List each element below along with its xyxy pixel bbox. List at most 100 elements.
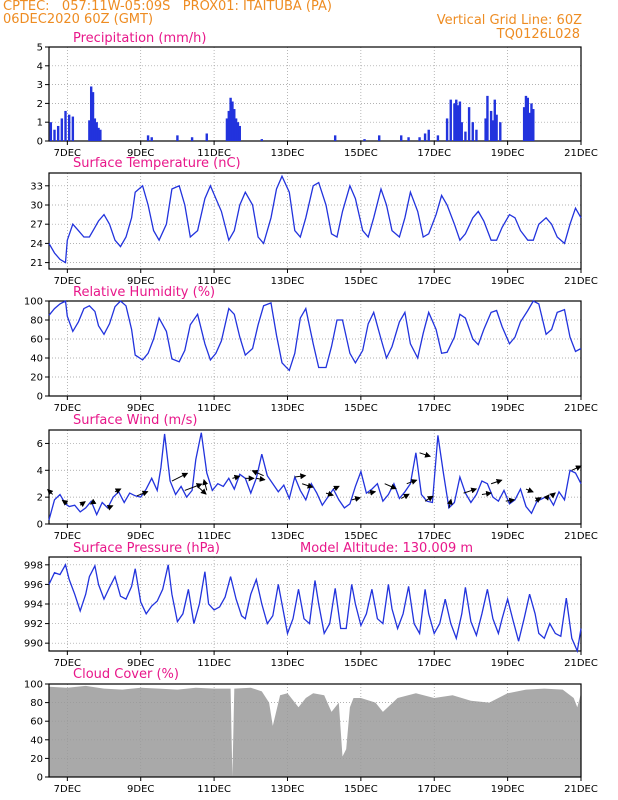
x-tick-label: 21DEC [564,658,598,669]
x-tick-label: 19DEC [491,531,525,542]
pressure-panel-grid [49,557,582,651]
wind-vector-arrow [61,499,69,506]
y-tick-label: 0 [37,392,43,403]
precipitation-panel: 0 1 2 3 4 5 7DEC 9DEC 11DEC 13DEC 15DEC 17DEC 19DEC 2… [37,31,598,159]
temperature-panel-frame [48,172,582,270]
precipitation-bar [231,101,234,141]
wind-vector-arrow [202,478,209,491]
x-tick-label: 11DEC [197,658,231,669]
wind-vector-arrow [400,493,410,500]
header-run-time: 06DEC2020 60Z (GMT) [3,12,154,27]
precipitation-bar [460,122,463,141]
x-tick-label: 19DEC [491,403,525,414]
wind-vector-arrow [351,496,362,502]
y-tick-label: 20 [30,373,43,384]
y-tick-label: 0 [37,773,43,784]
wind-vector-arrow [419,451,432,458]
y-tick-label: 998 [24,560,43,571]
x-tick-label: 13DEC [271,658,305,669]
precipitation-bar [88,120,91,141]
x-tick-label: 21DEC [564,784,598,795]
x-tick-label: 9DEC [127,531,154,542]
wind-vector-arrow [256,475,266,482]
wind-vector-arrow [114,488,122,494]
wind-vector-arrow [106,504,114,511]
x-tick-label: 9DEC [127,658,154,669]
precipitation-bar [97,127,100,141]
x-tick-label: 7DEC [54,658,81,669]
precipitation-bar [418,137,421,141]
precipitation-bar [455,99,458,141]
precipitation-bar [260,139,263,141]
precipitation-bar [56,125,60,141]
temperature-line [48,174,582,264]
y-tick-label: 80 [30,698,43,709]
x-tick-label: 7DEC [54,784,81,795]
y-tick-label: 996 [24,580,43,591]
temperature-panel-title: Surface Temperature (nC) [73,156,241,171]
wind-vector-arrow [184,483,203,491]
precipitation-bar [445,118,449,141]
y-tick-label: 992 [24,619,43,630]
x-tick-label: 11DEC [197,148,231,159]
precipitation-bar [475,129,478,141]
wind-vector-arrow [543,494,550,501]
x-tick-label: 15DEC [344,403,378,414]
precipitation-bar [176,135,179,141]
humidity-panel-title: Relative Humidity (%) [73,285,215,300]
y-tick-label: 60 [30,717,43,728]
y-tick-label: 994 [24,600,43,611]
y-tick-label: 5 [37,43,43,54]
precipitation-bar [150,137,153,141]
precipitation-bar [49,122,53,141]
precipitation-bar [236,122,240,141]
precipitation-bar [89,86,93,141]
precipitation-bar [423,133,427,141]
precipitation-bar [532,109,535,141]
x-tick-label: 11DEC [197,531,231,542]
y-tick-label: 2 [37,493,43,504]
wind-vector-arrow [505,497,516,504]
precipitation-bar [99,129,102,141]
header-model-id: TQ0126L028 [496,27,580,42]
temperature-panel-grid [49,173,582,269]
precipitation-bar [71,116,75,141]
temperature-panel: 21 24 27 30 33 7DEC 9DEC 11DEC 13DEC 15DEC 17DEC 19… [30,156,598,287]
x-tick-label: 13DEC [271,531,305,542]
wind-vector-arrow [136,490,149,497]
x-tick-label: 19DEC [491,784,525,795]
wind-vector-arrow [171,472,189,482]
precipitation-bar [524,95,528,141]
x-tick-label: 15DEC [344,148,378,159]
y-tick-label: 4 [37,466,43,477]
precipitation-bar [93,118,97,141]
wind-vector-arrow [79,501,86,508]
precipitation-bar [427,129,430,141]
precipitation-bar [53,129,56,141]
y-tick-label: 24 [30,239,43,250]
model-altitude-label: Model Altitude: 130.009 m [300,541,473,556]
y-tick-label: 40 [30,735,43,746]
precipitation-bar [91,92,95,141]
precipitation-bar [95,122,98,141]
wind-vector-arrow [333,485,340,492]
x-tick-label: 13DEC [271,784,305,795]
precipitation-bar [190,137,194,141]
x-tick-label: 21DEC [564,531,598,542]
x-tick-label: 9DEC [127,148,154,159]
precipitation-bar [449,99,452,141]
wind-panel-frame [48,429,582,525]
x-tick-label: 21DEC [564,403,598,414]
wind-panel: 0 2 4 6 7DEC 9DEC 11DEC 13DEC 15DEC 17DEC 19DEC 21D… [37,413,598,542]
x-tick-label: 21DEC [564,276,598,287]
x-tick-label: 19DEC [491,658,525,669]
wind-vector-arrow [406,479,418,485]
precipitation-bar [407,137,410,141]
x-tick-label: 17DEC [417,658,451,669]
wind-vector-arrow [446,498,453,509]
y-tick-label: 4 [37,61,43,72]
pressure-panel-title: Surface Pressure (hPa) [73,541,220,556]
header-location: CPTEC: 057:11W-05:09S PROX01: ITAITUBA (… [3,0,332,14]
x-tick-label: 13DEC [271,148,305,159]
y-tick-label: 80 [30,316,43,327]
